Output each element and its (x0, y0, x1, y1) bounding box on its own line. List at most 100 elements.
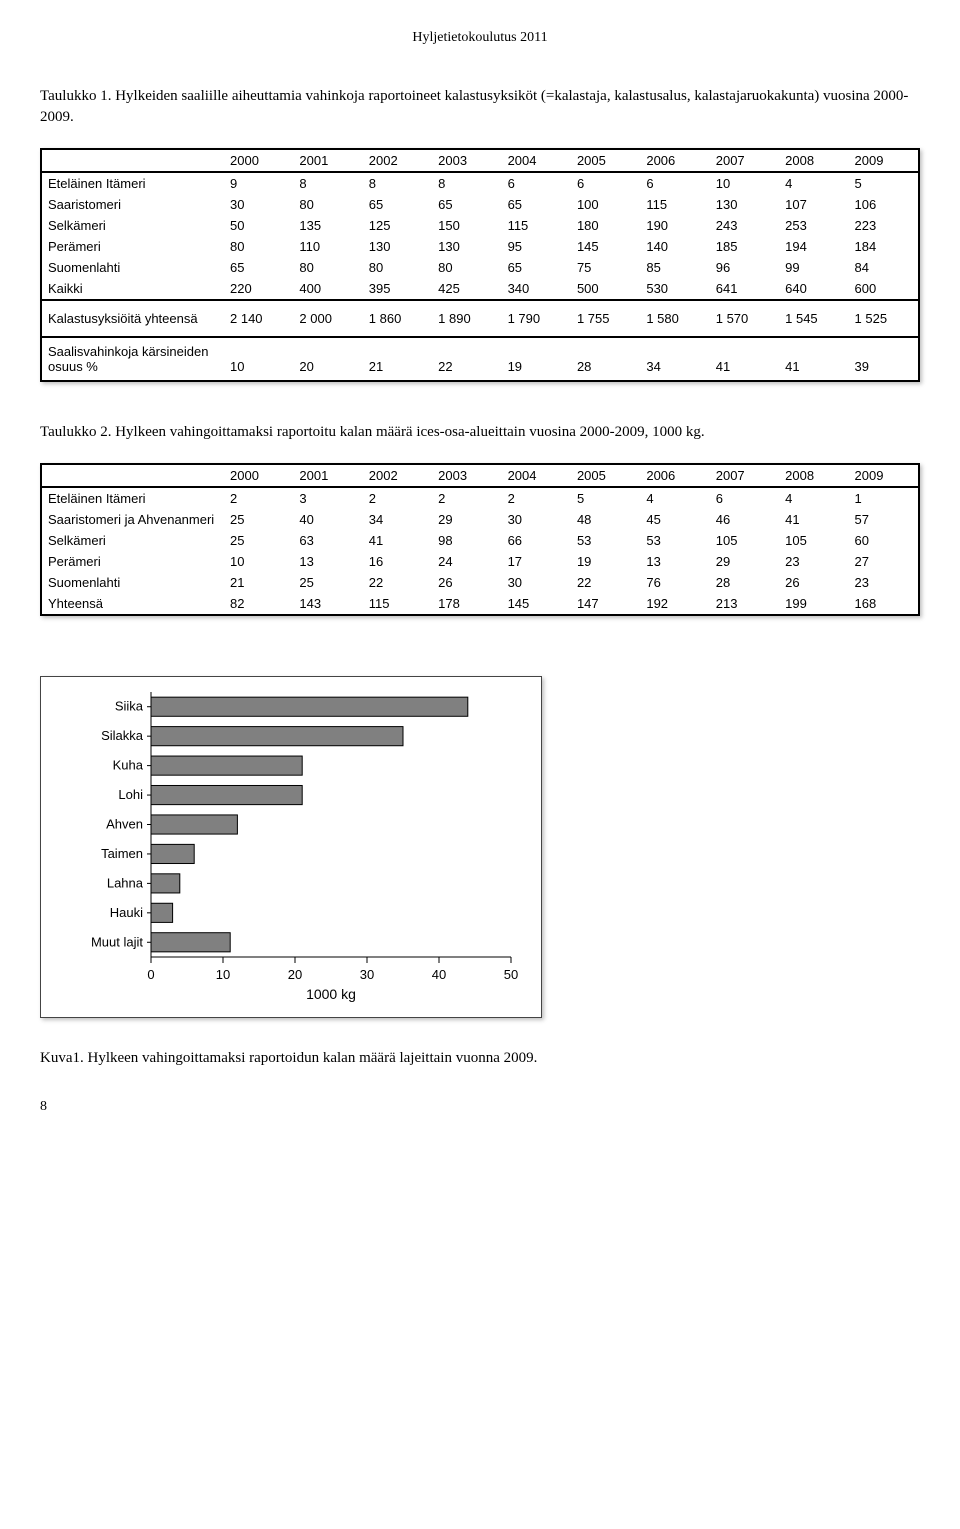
table1-cell: 95 (502, 236, 571, 257)
table1-cell: 30 (224, 194, 293, 215)
chart-bar (151, 727, 403, 746)
table2-year: 2009 (849, 465, 918, 487)
table1-cell: 150 (432, 215, 501, 236)
table2-row-label: Suomenlahti (42, 572, 224, 593)
chart-container: 01020304050SiikaSilakkaKuhaLohiAhvenTaim… (40, 676, 542, 1018)
chart-bar (151, 874, 180, 893)
table2-row-label: Perämeri (42, 551, 224, 572)
table1-summary2-cell: 22 (432, 337, 501, 380)
table1-year: 2006 (640, 150, 709, 172)
table1-cell: 106 (849, 194, 918, 215)
document-header: Hyljetietokoulutus 2011 (40, 30, 920, 46)
table2-cell: 25 (224, 509, 293, 530)
chart-category-label: Lahna (107, 875, 144, 890)
chart-xlabel: 1000 kg (306, 986, 356, 1002)
table2-cell: 145 (502, 593, 571, 614)
chart-xtick: 10 (216, 967, 230, 982)
table2-cell: 2 (502, 487, 571, 509)
table2-row-label: Eteläinen Itämeri (42, 487, 224, 509)
table1-cell: 340 (502, 278, 571, 300)
table2-row-label: Yhteensä (42, 593, 224, 614)
table1-summary2-cell: 19 (502, 337, 571, 380)
table2-cell: 16 (363, 551, 432, 572)
table1-cell: 190 (640, 215, 709, 236)
chart-bar (151, 933, 230, 952)
table1-cell: 50 (224, 215, 293, 236)
table2-cell: 22 (363, 572, 432, 593)
table1-summary1-cell: 1 860 (363, 300, 432, 337)
chart-bar (151, 697, 468, 716)
table1-cell: 80 (363, 257, 432, 278)
table2-cell: 23 (849, 572, 918, 593)
table2-cell: 76 (640, 572, 709, 593)
table1-cell: 8 (432, 172, 501, 194)
chart-category-label: Ahven (106, 817, 143, 832)
table1-year: 2007 (710, 150, 779, 172)
page-number: 8 (40, 1099, 920, 1115)
table1-cell: 130 (363, 236, 432, 257)
table2-cell: 2 (432, 487, 501, 509)
table1-cell: 243 (710, 215, 779, 236)
table1-cell: 75 (571, 257, 640, 278)
table1-summary2-cell: 10 (224, 337, 293, 380)
chart-bar (151, 903, 173, 922)
table2-cell: 60 (849, 530, 918, 551)
table2-cell: 10 (224, 551, 293, 572)
table1: 2000200120022003200420052006200720082009… (40, 148, 920, 382)
table1-cell: 100 (571, 194, 640, 215)
table2-cell: 82 (224, 593, 293, 614)
table2-year: 2004 (502, 465, 571, 487)
table2-year: 2002 (363, 465, 432, 487)
table1-cell: 99 (779, 257, 848, 278)
table1-year: 2002 (363, 150, 432, 172)
table2-year: 2001 (293, 465, 362, 487)
table2-cell: 30 (502, 572, 571, 593)
table1-cell: 8 (293, 172, 362, 194)
table1-cell: 107 (779, 194, 848, 215)
table1-summary1-cell: 2 000 (293, 300, 362, 337)
table2-cell: 26 (432, 572, 501, 593)
table1-row-label: Eteläinen Itämeri (42, 172, 224, 194)
table2-cell: 53 (640, 530, 709, 551)
table2-cell: 63 (293, 530, 362, 551)
table2-row-label: Saaristomeri ja Ahvenanmeri (42, 509, 224, 530)
table1-cell: 4 (779, 172, 848, 194)
table1-cell: 80 (224, 236, 293, 257)
table1-summary2-cell: 39 (849, 337, 918, 380)
table1-cell: 80 (293, 257, 362, 278)
table1-cell: 140 (640, 236, 709, 257)
table1-summary2-cell: 20 (293, 337, 362, 380)
table1-cell: 194 (779, 236, 848, 257)
table1-year: 2008 (779, 150, 848, 172)
table2-cell: 28 (710, 572, 779, 593)
chart-category-label: Hauki (110, 905, 143, 920)
table1-cell: 115 (502, 215, 571, 236)
table2-year: 2003 (432, 465, 501, 487)
table2-cell: 168 (849, 593, 918, 614)
table2-cell: 213 (710, 593, 779, 614)
table1-cell: 130 (432, 236, 501, 257)
chart-category-label: Kuha (113, 758, 144, 773)
table1-year: 2001 (293, 150, 362, 172)
chart-bar (151, 785, 302, 804)
table1-caption: Taulukko 1. Hylkeiden saaliille aiheutta… (40, 86, 920, 128)
table2-cell: 13 (640, 551, 709, 572)
table2-cell: 19 (571, 551, 640, 572)
table1-cell: 125 (363, 215, 432, 236)
table1-summary2-cell: 28 (571, 337, 640, 380)
table2-cell: 29 (710, 551, 779, 572)
table2-cell: 66 (502, 530, 571, 551)
table1-cell: 9 (224, 172, 293, 194)
chart-xtick: 50 (504, 967, 518, 982)
table2-row-label: Selkämeri (42, 530, 224, 551)
table2-year: 2005 (571, 465, 640, 487)
table2-cell: 105 (710, 530, 779, 551)
table1-row-label: Suomenlahti (42, 257, 224, 278)
table1-summary1-cell: 1 570 (710, 300, 779, 337)
table2-cell: 2 (224, 487, 293, 509)
table2-cell: 98 (432, 530, 501, 551)
table1-row-label: Kaikki (42, 278, 224, 300)
table1-summary1-cell: 2 140 (224, 300, 293, 337)
table1-cell: 8 (363, 172, 432, 194)
table1-summary1-cell: 1 580 (640, 300, 709, 337)
